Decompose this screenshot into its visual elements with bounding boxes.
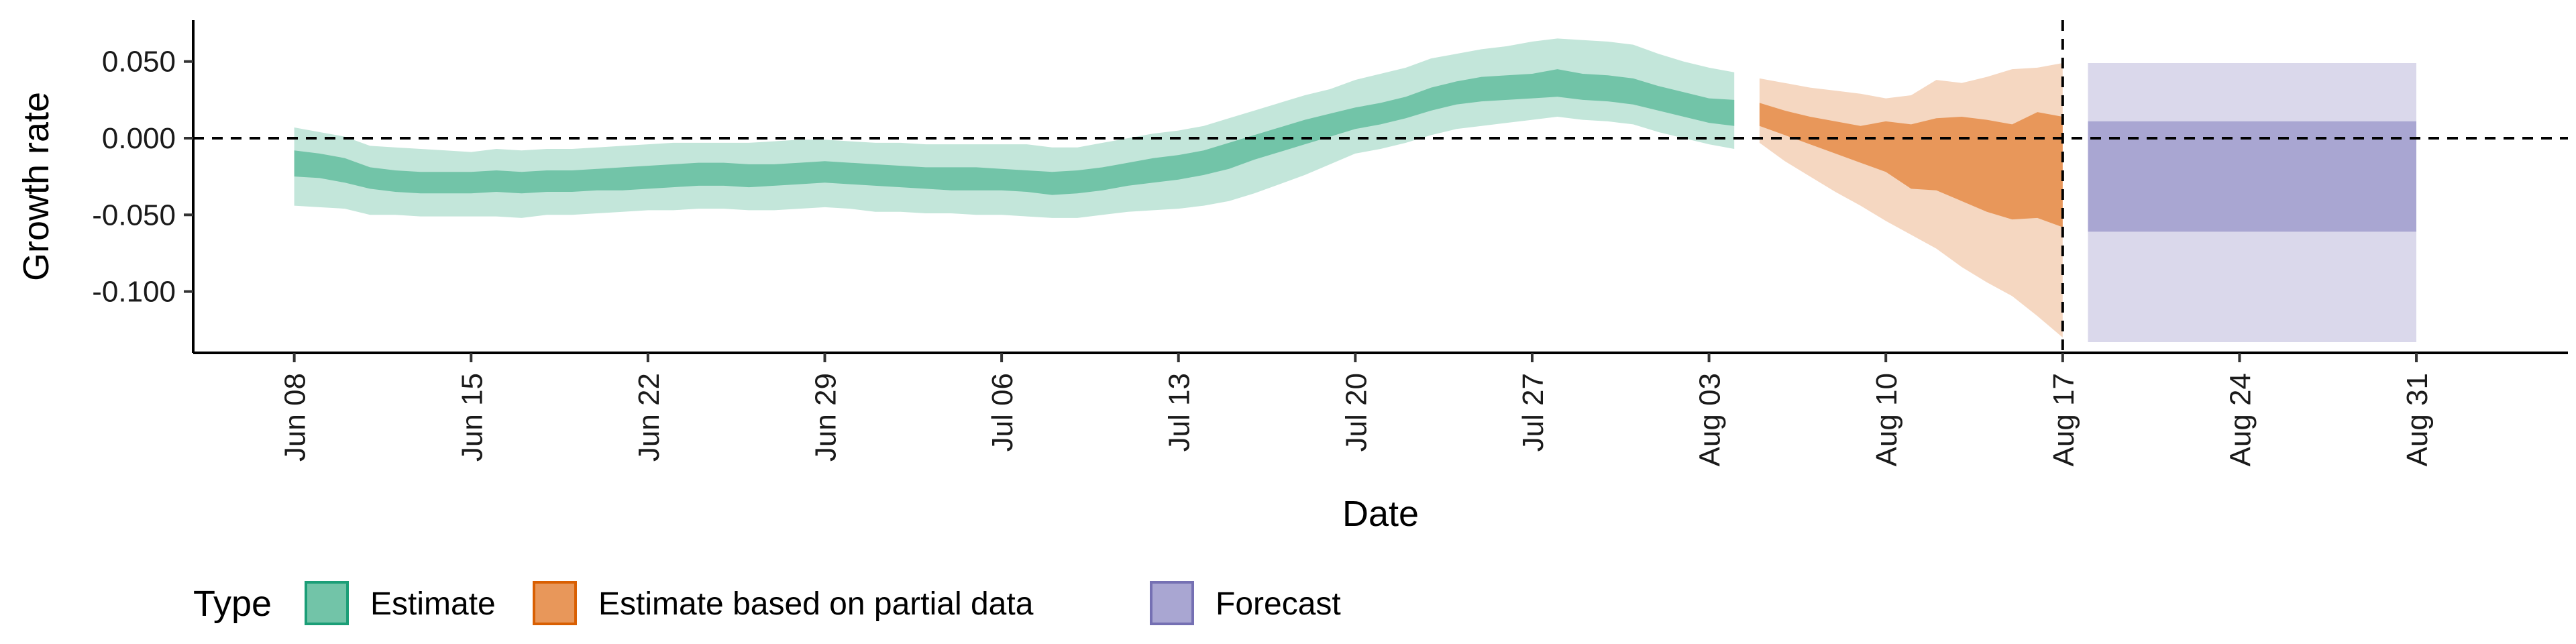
y-axis-title: Growth rate — [16, 92, 56, 281]
legend: Type Estimate Estimate based on partial … — [193, 581, 1341, 625]
legend-key-partial-data — [533, 581, 577, 625]
x-tick-label: Jun 22 — [633, 373, 665, 462]
x-tick-label: Aug 31 — [2401, 373, 2434, 466]
legend-item-forecast: Forecast — [1150, 581, 1341, 625]
x-tick-label: Jul 20 — [1340, 373, 1373, 451]
band-50-estimate — [294, 69, 1735, 195]
x-tick-label: Jun 15 — [455, 373, 488, 462]
reference-lines — [193, 20, 2568, 353]
y-tick-label: 0.050 — [102, 46, 176, 78]
band-50-estimate-based-on-partial-data — [1759, 103, 2063, 227]
y-tick-label: -0.050 — [92, 199, 176, 231]
x-tick-label: Aug 10 — [1870, 373, 1903, 466]
x-tick-label: Jul 27 — [1517, 373, 1550, 451]
x-tick-label: Jul 06 — [986, 373, 1019, 451]
x-axis-title: Date — [1342, 494, 1419, 534]
legend-label-forecast: Forecast — [1216, 586, 1341, 622]
x-axis-ticks: Jun 08 Jun 15 Jun 22 Jun 29 Jul 06 Jul 13 Jul … — [279, 353, 2434, 466]
x-tick-label: Jun 29 — [809, 373, 842, 462]
legend-label-estimate: Estimate — [370, 586, 496, 622]
legend-title: Type — [193, 584, 272, 624]
legend-item-partial: Estimate based on partial data — [533, 581, 1034, 625]
legend-item-estimate: Estimate — [305, 581, 496, 625]
legend-key-forecast — [1150, 581, 1194, 625]
legend-key-estimate — [305, 581, 349, 625]
x-tick-label: Aug 17 — [2047, 373, 2080, 466]
y-axis-ticks: 0.050 0.000 -0.050 -0.100 — [92, 46, 193, 309]
axes — [192, 20, 2568, 354]
x-tick-label: Aug 03 — [1694, 373, 1727, 466]
y-tick-label: -0.100 — [92, 276, 176, 309]
legend-label-partial-data: Estimate based on partial data — [598, 586, 1034, 622]
x-tick-label: Jun 08 — [279, 373, 312, 462]
y-tick-label: 0.000 — [102, 122, 176, 155]
x-tick-label: Jul 13 — [1163, 373, 1196, 451]
x-tick-label: Aug 24 — [2224, 373, 2257, 466]
band-50-forecast — [2088, 121, 2416, 232]
ribbon-layer — [294, 38, 2416, 342]
